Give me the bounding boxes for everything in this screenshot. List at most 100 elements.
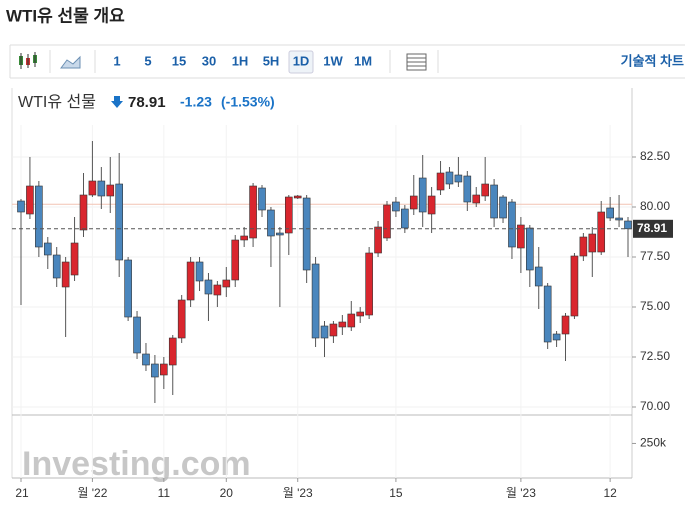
- candle-body: [293, 195, 302, 199]
- candle-body: [186, 261, 195, 301]
- candle-body: [454, 174, 463, 183]
- quote-name: WTI유 선물: [18, 93, 96, 111]
- candle-body: [276, 232, 284, 236]
- x-tick-label: 20: [220, 486, 234, 500]
- candle-body: [35, 185, 43, 248]
- candle-body: [508, 201, 516, 248]
- candle-body: [418, 177, 427, 213]
- candle-body: [168, 337, 177, 366]
- candle-body: [579, 236, 588, 257]
- interval-button[interactable]: 1: [113, 53, 120, 68]
- candle-body: [26, 185, 34, 215]
- candle-body: [204, 279, 213, 295]
- candle-body: [624, 220, 632, 230]
- candle-body: [517, 224, 525, 249]
- candle-body: [142, 353, 150, 366]
- candle-body: [383, 204, 391, 239]
- candle-body: [436, 172, 445, 191]
- x-tick-label: 11: [158, 486, 171, 500]
- candle-body: [70, 242, 79, 276]
- candle-body: [106, 184, 115, 197]
- candle-body: [231, 239, 240, 281]
- candle-body: [356, 311, 365, 317]
- volume-tick-label: 250k: [640, 436, 667, 450]
- candle-body: [534, 266, 543, 287]
- candle-body: [52, 254, 61, 279]
- candle-body: [472, 194, 481, 204]
- interval-button[interactable]: 15: [172, 53, 186, 68]
- candle-body: [526, 227, 534, 271]
- table-icon[interactable]: [406, 53, 427, 71]
- candle-body: [177, 299, 186, 339]
- selected-interval: [288, 50, 314, 74]
- candle-body: [133, 316, 141, 354]
- candle-body: [490, 184, 498, 219]
- candle-body: [240, 235, 248, 241]
- x-tick-label: 월 '22: [77, 486, 107, 500]
- candle-body: [258, 187, 266, 211]
- x-tick-label: 12: [603, 486, 617, 500]
- candle-body: [606, 207, 614, 219]
- quote-row: WTI유 선물 78.91 -1.23 (-1.53%): [18, 93, 275, 111]
- watermark: Investing.com: [22, 445, 251, 483]
- interval-button[interactable]: 5: [144, 53, 151, 68]
- candle-body: [597, 211, 606, 253]
- candle-body: [61, 261, 70, 288]
- candle-body: [463, 175, 472, 203]
- candle-body: [401, 208, 409, 229]
- y-tick-label: 77.50: [640, 249, 670, 263]
- technical-chart-link[interactable]: 기술적 차트: [621, 53, 684, 68]
- x-tick-label: 15: [389, 486, 403, 500]
- last-price-label: 78.91: [637, 221, 667, 235]
- y-tick-label: 82.50: [640, 149, 670, 163]
- x-tick-label: 월 '23: [283, 486, 313, 500]
- page-title: WTI유 선물 개요: [6, 6, 125, 25]
- candle-body: [392, 201, 400, 212]
- candle-body: [267, 209, 275, 237]
- candle-body: [409, 195, 418, 210]
- interval-button[interactable]: 1D: [293, 53, 310, 68]
- interval-button[interactable]: 1W: [323, 53, 343, 68]
- down-arrow: [111, 96, 123, 108]
- candle-body: [17, 200, 25, 213]
- interval-button[interactable]: 5H: [263, 53, 280, 68]
- candle-body: [543, 285, 552, 343]
- candle-body: [329, 323, 338, 337]
- candle-body: [374, 226, 382, 254]
- candle-body: [445, 171, 454, 185]
- candle-body: [79, 194, 88, 231]
- candle-body: [249, 185, 257, 239]
- candle-body: [481, 183, 489, 197]
- candle-body: [570, 255, 579, 317]
- candle-body: [561, 315, 570, 335]
- x-tick-label: 월 '23: [506, 486, 536, 500]
- quote-change: -1.23: [180, 94, 212, 110]
- candle-body: [160, 363, 168, 376]
- candle-body: [151, 363, 159, 378]
- candle-body: [195, 261, 204, 282]
- candle-body: [213, 284, 222, 296]
- interval-button[interactable]: 30: [202, 53, 216, 68]
- candle-body: [499, 196, 507, 219]
- candle-body: [588, 233, 597, 253]
- candle-body: [338, 321, 347, 328]
- candle-body: [302, 197, 311, 271]
- toolbar: 기술적 차트: [9, 44, 685, 79]
- y-tick-label: 75.00: [640, 299, 670, 313]
- candle-body: [615, 217, 623, 221]
- candle-body: [311, 263, 320, 339]
- candle-body: [365, 252, 373, 316]
- y-tick-label: 70.00: [640, 399, 670, 413]
- y-tick-label: 80.00: [640, 199, 670, 213]
- candle-body: [115, 183, 123, 261]
- candle-body: [320, 325, 329, 339]
- candle-body: [124, 259, 132, 318]
- quote-change-pct: (-1.53%): [221, 94, 275, 110]
- candle-body: [427, 195, 436, 215]
- area-icon[interactable]: [60, 55, 81, 69]
- candle-icon[interactable]: [19, 52, 37, 69]
- candle-body: [222, 279, 231, 288]
- interval-button[interactable]: 1H: [232, 53, 249, 68]
- interval-button[interactable]: 1M: [354, 53, 372, 68]
